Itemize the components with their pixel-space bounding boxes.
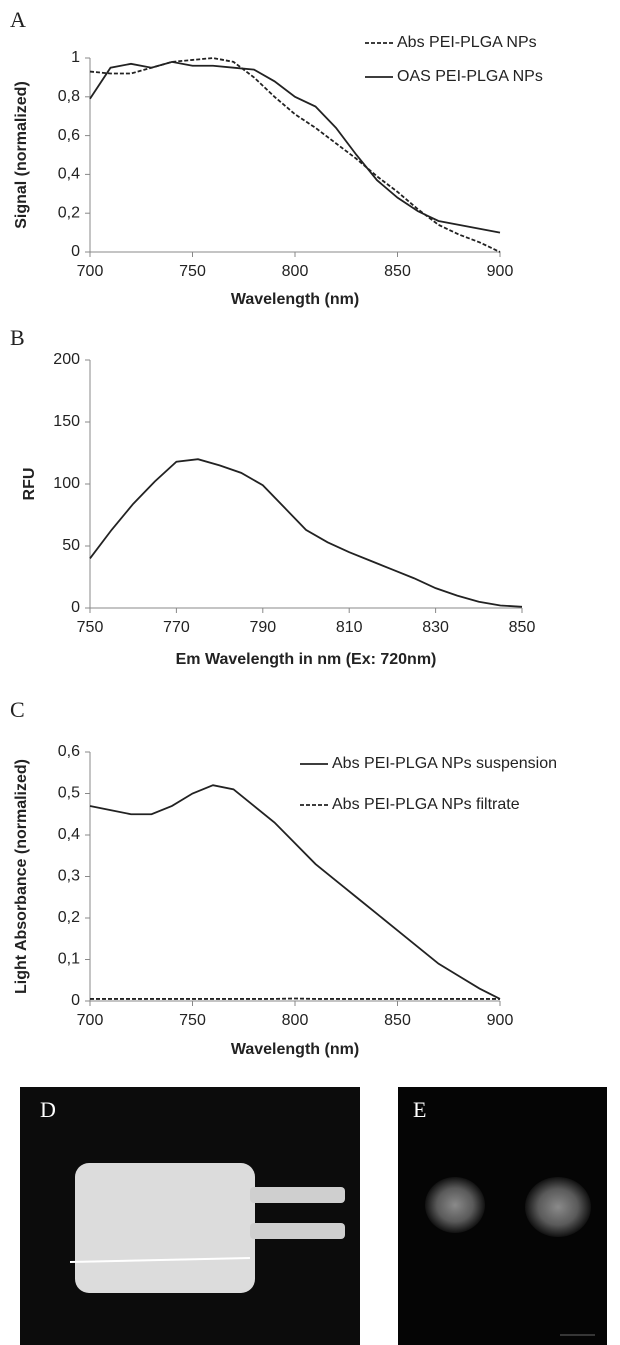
x-tick-label: 810 [336,619,363,636]
y-tick-label: 0,4 [58,826,80,843]
y-tick-label: 0,1 [58,951,80,968]
x-tick-label: 750 [179,1012,206,1029]
y-tick-label: 0,2 [58,909,80,926]
photo-d: D [20,1087,360,1345]
x-axis-title: Wavelength (nm) [231,291,359,308]
y-tick-label: 0,2 [58,204,80,221]
x-tick-label: 830 [422,619,449,636]
x-tick-label: 700 [77,1012,104,1029]
panel-label: D [40,1097,56,1122]
y-tick-label: 200 [53,351,80,368]
y-tick-label: 0,6 [58,127,80,144]
y-tick-label: 100 [53,475,80,492]
x-axis-title: Wavelength (nm) [231,1041,359,1058]
x-tick-label: 850 [509,619,536,636]
y-tick-label: 0,6 [58,743,80,760]
x-tick-label: 900 [487,263,514,280]
data-line [89,60,501,234]
x-tick-label: 770 [163,619,190,636]
photo-e: E [398,1087,607,1345]
x-tick-label: 750 [179,263,206,280]
legend-label: Abs PEI-PLGA NPs suspension [332,755,557,772]
x-tick-label: 700 [77,263,104,280]
panel-label: E [413,1097,426,1122]
x-tick-label: 800 [282,1012,309,1029]
y-tick-label: 0,8 [58,88,80,105]
y-tick-label: 0 [71,992,80,1009]
legend-label: Abs PEI-PLGA NPs filtrate [332,796,520,813]
x-tick-label: 790 [249,619,276,636]
x-tick-label: 900 [487,1012,514,1029]
y-tick-label: 0,5 [58,785,80,802]
data-line [89,458,523,608]
panel-label: A [10,7,26,32]
data-line [89,57,501,253]
panel-label: B [10,325,25,350]
data-line [89,784,501,1000]
x-tick-label: 800 [282,263,309,280]
y-axis-title: RFU [21,468,38,501]
legend-label: OAS PEI-PLGA NPs [397,68,543,85]
y-tick-label: 150 [53,413,80,430]
x-tick-label: 850 [384,263,411,280]
legend-label: Abs PEI-PLGA NPs [397,34,537,51]
y-axis-title: Light Absorbance (normalized) [13,759,30,994]
y-tick-label: 1 [71,49,80,66]
y-tick-label: 0 [71,599,80,616]
y-tick-label: 0,4 [58,166,80,183]
y-tick-label: 0 [71,243,80,260]
x-tick-label: 750 [77,619,104,636]
y-tick-label: 50 [62,537,80,554]
x-axis-title: Em Wavelength in nm (Ex: 720nm) [176,651,437,668]
y-tick-label: 0,3 [58,868,80,885]
y-axis-title: Signal (normalized) [13,81,30,229]
panel-label: C [10,697,25,722]
x-tick-label: 850 [384,1012,411,1029]
